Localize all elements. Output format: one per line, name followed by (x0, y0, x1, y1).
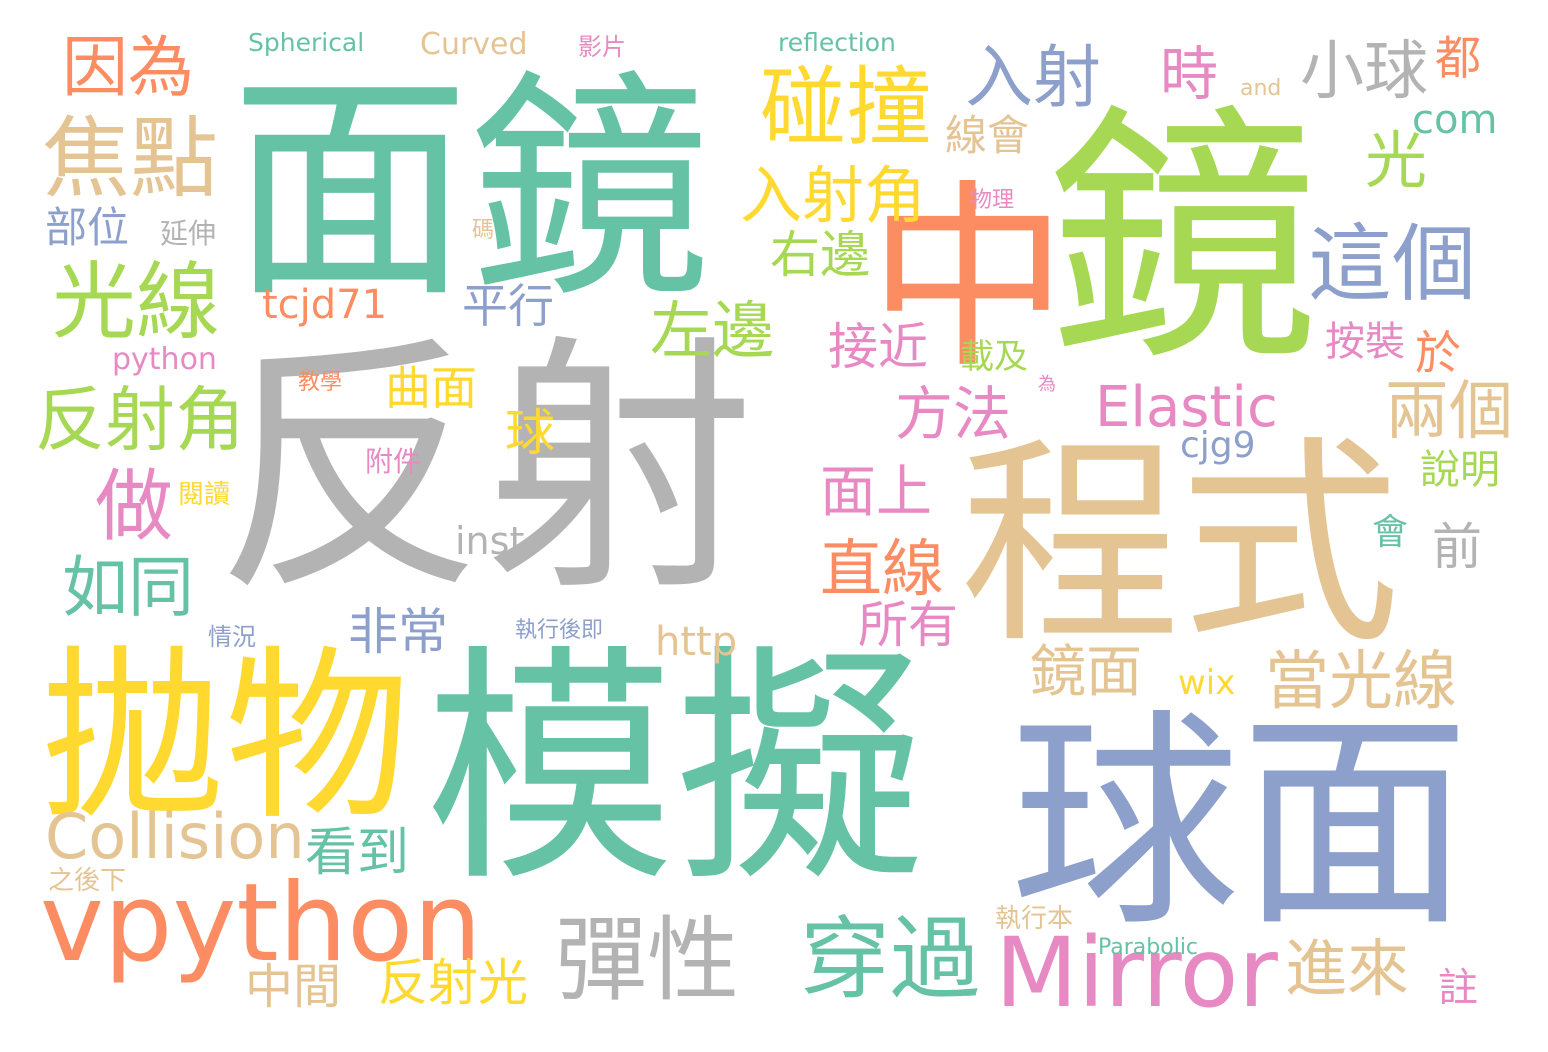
cloud-word: 時 (1160, 40, 1219, 108)
cloud-word: 模擬 (425, 624, 925, 915)
cloud-word: vpython (40, 861, 482, 986)
cloud-word: Parabolic (1098, 935, 1199, 960)
cloud-word: 因為 (62, 29, 194, 106)
cloud-word: 拋物 (40, 629, 410, 845)
cloud-word: python (112, 342, 217, 377)
cloud-word: tcjd71 (262, 282, 388, 328)
cloud-word: 載及 (960, 337, 1028, 377)
cloud-word: 執行本 (995, 904, 1074, 934)
cloud-word: 鏡面 (1030, 640, 1142, 705)
cloud-word: 接近 (828, 318, 928, 376)
cloud-word: 碰撞 (760, 58, 932, 158)
cloud-word: 附件 (365, 445, 422, 478)
cloud-word: 看到 (305, 823, 410, 883)
cloud-word: 反射 (215, 312, 755, 627)
cloud-word: 反射光 (378, 954, 528, 1012)
cloud-word: 右邊 (770, 226, 870, 284)
cloud-word: 這個 (1308, 215, 1477, 313)
cloud-word: and (1240, 76, 1282, 101)
cloud-word: 都 (1435, 31, 1481, 85)
cloud-word: 左邊 (650, 294, 775, 367)
cloud-word: 按裝 (1325, 319, 1405, 365)
cloud-word: 影片 (578, 33, 626, 61)
cloud-word: 物理 (970, 188, 1015, 213)
cloud-word: http (655, 619, 738, 665)
cloud-word: 球面 (1010, 691, 1471, 958)
cloud-word: 中 (868, 163, 1069, 396)
cloud-word: 閱讀 (178, 480, 231, 510)
cloud-word: 做 (95, 462, 174, 552)
cloud-word: 所有 (858, 596, 958, 654)
cloud-word: 說明 (1420, 447, 1500, 493)
cloud-word: wix (1178, 663, 1236, 703)
cloud-word: 非常 (348, 603, 448, 661)
cloud-word: 前 (1432, 518, 1482, 576)
cloud-word: Curved (420, 27, 528, 62)
cloud-word: 球 (505, 404, 555, 462)
cloud-word: 面上 (820, 460, 932, 525)
cloud-word: 光線 (52, 253, 221, 351)
cloud-word: 鏡 (1048, 82, 1318, 397)
cloud-word: Spherical (248, 28, 365, 57)
cloud-word: reflection (778, 28, 896, 57)
cloud-word: 入射 (965, 39, 1102, 118)
cloud-word: 會 (1372, 512, 1409, 553)
cloud-word: 如同 (62, 549, 194, 626)
cloud-word: 入射角 (740, 159, 927, 232)
cloud-word: 平行 (462, 279, 554, 333)
cloud-word: 為 (1038, 374, 1056, 395)
cloud-word: 於 (1415, 326, 1461, 380)
cloud-word: 中間 (245, 959, 342, 1015)
cloud-word: 彈性 (555, 907, 740, 1014)
cloud-word: 情況 (208, 623, 256, 651)
cloud-word: 焦點 (42, 107, 219, 210)
cloud-word: cjg9 (1180, 425, 1256, 466)
cloud-word: 註 (1438, 965, 1478, 1011)
cloud-word: 教學 (298, 370, 343, 395)
cloud-word: 穿過 (800, 907, 980, 1012)
cloud-word: 反射角 (35, 379, 245, 461)
cloud-word: 光 (1365, 124, 1428, 197)
cloud-word: 部位 (45, 203, 130, 252)
cloud-word: 方法 (895, 380, 1012, 448)
cloud-word: 延伸 (160, 217, 217, 250)
cloud-word: Elastic (1095, 375, 1278, 440)
cloud-word: 進來 (1285, 932, 1410, 1005)
cloud-word: inst (455, 519, 525, 563)
cloud-word: 面鏡 (230, 50, 711, 330)
cloud-word: 執行後即 (515, 618, 604, 643)
cloud-word: 當光線 (1265, 645, 1457, 719)
cloud-word: Collision (45, 800, 305, 873)
cloud-word: 之後下 (48, 866, 127, 896)
cloud-word: 兩個 (1385, 375, 1513, 449)
cloud-word: 直線 (820, 532, 945, 605)
cloud-word: 小球 (1300, 35, 1428, 109)
cloud-word: 線會 (945, 111, 1030, 160)
cloud-word: com (1412, 97, 1498, 143)
cloud-word: Mirror (995, 917, 1278, 1029)
cloud-word: 碼 (472, 218, 495, 243)
cloud-word: 曲面 (385, 361, 477, 415)
cloud-word: 程式 (960, 417, 1401, 673)
